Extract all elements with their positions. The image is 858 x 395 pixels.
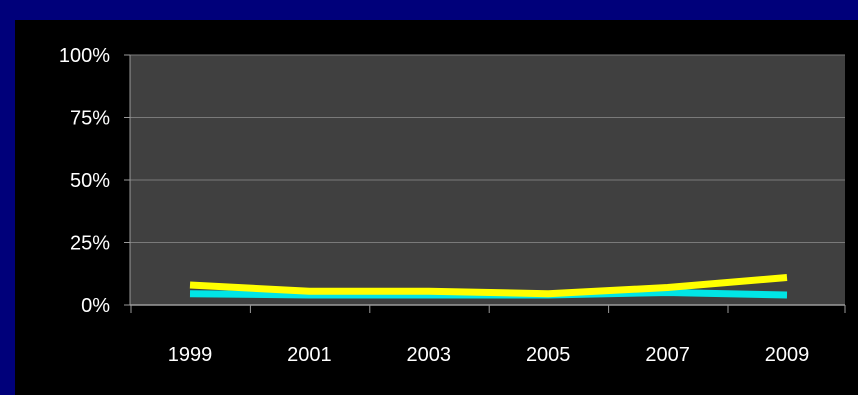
- x-tick-label: 2005: [526, 344, 571, 366]
- series-lines: [189, 274, 788, 299]
- y-tick-label: 25%: [70, 233, 110, 255]
- axes: [124, 54, 846, 313]
- y-tick-label: 75%: [70, 108, 110, 130]
- x-tick-label: 2009: [765, 344, 810, 366]
- x-tick-label: 2007: [645, 344, 690, 366]
- y-tick-label: 0%: [81, 295, 110, 317]
- y-tick-label: 50%: [70, 170, 110, 192]
- y-axis-tick-labels: 0% 25% 50% 75% 100%: [59, 45, 110, 317]
- x-axis-tick-labels: 1999 2001 2003 2005 2007 2009: [168, 344, 810, 366]
- x-tick-label: 2003: [407, 344, 452, 366]
- x-tick-label: 2001: [287, 344, 332, 366]
- gridlines: [130, 54, 845, 243]
- series-line-2: [189, 274, 788, 298]
- x-tick-label: 1999: [168, 344, 213, 366]
- y-tick-label: 100%: [59, 45, 110, 67]
